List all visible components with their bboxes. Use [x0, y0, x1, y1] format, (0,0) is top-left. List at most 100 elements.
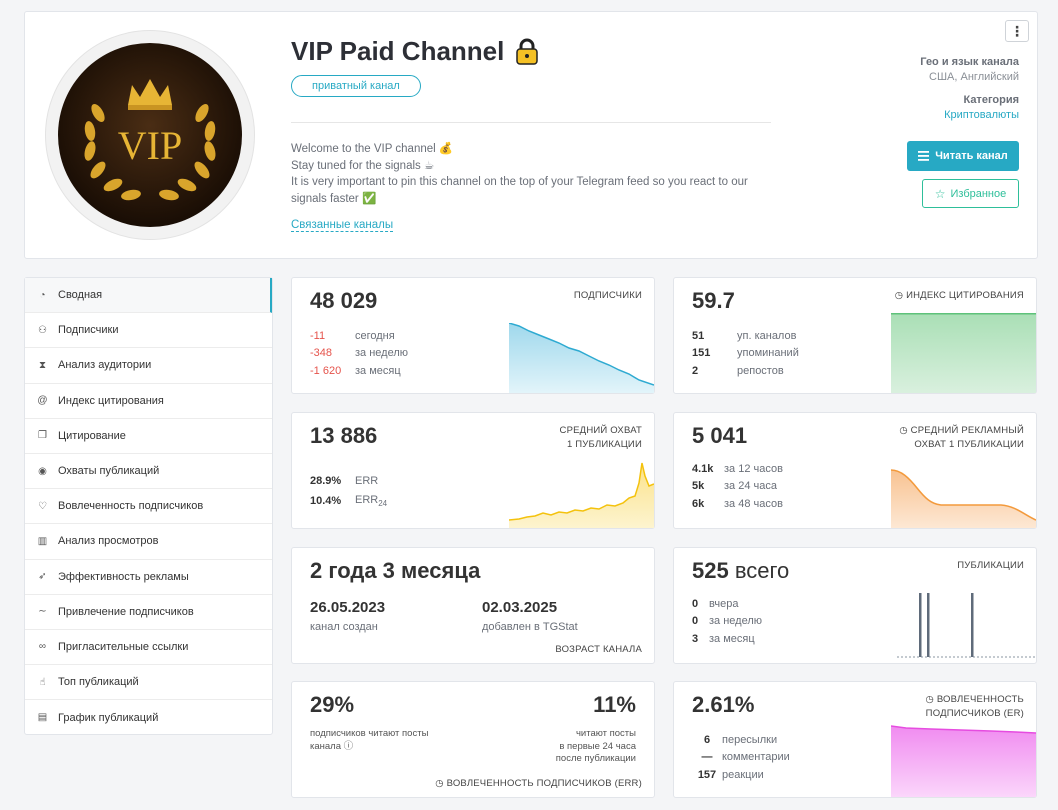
more-options-button[interactable]: ⋮	[1005, 20, 1029, 42]
stat-row: 157 реакции	[692, 766, 790, 784]
private-channel-badge: приватный канал	[291, 75, 421, 97]
er-engagement-card[interactable]: 2.61% ◷ ВОВЛЕЧЕННОСТЬ ПОДПИСЧИКОВ (ER) 6…	[673, 681, 1037, 798]
geo-label: Гео и язык канала	[920, 56, 1019, 68]
channel-title: VIP Paid Channel	[291, 36, 542, 67]
star-icon: ☆	[934, 186, 946, 201]
sidebar-item-citation-index[interactable]: @ Индекс цитирования	[25, 384, 272, 419]
sidebar-item-invite-links[interactable]: ∞ Пригласительные ссылки	[25, 630, 272, 666]
stat-value: 157	[697, 768, 717, 781]
category-label: Категория	[963, 94, 1019, 106]
info-icon[interactable]: ⓘ	[343, 740, 354, 752]
geo-language-block: Гео и язык канала США, Английский	[920, 56, 1019, 83]
citation-index-card[interactable]: 59.7 ◷ ИНДЕКС ЦИТИРОВАНИЯ 51 уп. каналов …	[673, 277, 1037, 394]
stat-row: -1 620 за месяц	[310, 362, 408, 380]
related-channels-link[interactable]: Связанные каналы	[291, 219, 394, 232]
stat-row: 151 упоминаний	[692, 345, 799, 363]
ad-reach-card[interactable]: 5 041 ◷ СРЕДНИЙ РЕКЛАМНЫЙ ОХВАТ 1 ПУБЛИК…	[673, 412, 1037, 529]
bar-chart-icon: ▥	[37, 535, 48, 547]
sidebar-item-citations[interactable]: ❐ Цитирование	[25, 419, 272, 454]
stat-value: —	[701, 751, 713, 764]
sidebar-item-top-posts[interactable]: ☝ Топ публикаций	[25, 665, 272, 701]
err-left-value: 29%	[310, 692, 355, 717]
sidebar-item-views[interactable]: ▥ Анализ просмотров	[25, 524, 272, 560]
channel-header: VIP VIP Paid Channel приватный канал Wel…	[24, 11, 1038, 259]
sidebar-item-label: Анализ аудитории	[58, 359, 152, 372]
citation-stats: 51 уп. каналов 151 упоминаний 2 репостов	[692, 327, 799, 380]
sidebar-item-subscribers[interactable]: ⚇ Подписчики	[25, 313, 272, 349]
average-reach-label: СРЕДНИЙ ОХВАТ 1 ПУБЛИКАЦИИ	[559, 425, 642, 450]
channel-title-text: VIP Paid Channel	[291, 36, 505, 66]
trend-icon: ∼	[38, 606, 47, 618]
channel-avatar: VIP	[45, 30, 255, 240]
posts-bars	[897, 593, 1036, 658]
sidebar-item-label: Индекс цитирования	[58, 394, 164, 407]
stat-label: за 24 часа	[724, 480, 777, 493]
category-link[interactable]: Криптовалюты	[944, 109, 1019, 121]
err-right-value: 11%	[593, 692, 636, 717]
hourglass-icon: ⧗	[38, 359, 47, 371]
stat-label: уп. каналов	[737, 329, 797, 342]
sidebar-item-engagement[interactable]: ♡ Вовлеченность подписчиков	[25, 489, 272, 525]
sidebar-item-label: Цитирование	[58, 429, 126, 442]
sidebar-item-audience[interactable]: ⧗ Анализ аудитории	[25, 348, 272, 384]
stat-label: за неделю	[355, 347, 409, 360]
posts-card[interactable]: 525 всего ПУБЛИКАЦИИ 0 вчера 0 за неделю 3…	[673, 547, 1037, 664]
geo-value: США, Английский	[929, 71, 1019, 83]
header-divider	[291, 122, 771, 123]
read-channel-button[interactable]: Читать канал	[907, 141, 1019, 171]
stat-row: 51 уп. каналов	[692, 327, 799, 345]
subscribers-count: 48 029	[310, 288, 378, 313]
stat-row: 4.1k за 12 часов	[692, 460, 783, 478]
sidebar-item-summary[interactable]: ◔ Сводная	[25, 278, 272, 314]
sidebar-item-label: Подписчики	[58, 324, 119, 337]
favorite-button[interactable]: ☆ Избранное	[922, 179, 1019, 208]
stat-row: 0 вчера	[692, 595, 762, 613]
subscribers-sparkline	[509, 323, 654, 393]
stat-value: -11	[310, 329, 326, 342]
created-label: канал создан	[310, 621, 378, 633]
stat-label: за 48 часов	[724, 497, 783, 510]
stat-label: за месяц	[709, 632, 755, 645]
sidebar-item-schedule[interactable]: ▤ График публикаций	[25, 700, 272, 735]
quote-icon: ❐	[38, 430, 47, 442]
description-line: Stay tuned for the signals ☕	[291, 159, 435, 172]
sidebar-item-label: Вовлеченность подписчиков	[58, 500, 204, 513]
stat-label: упоминаний	[737, 347, 799, 360]
er-sparkline	[891, 725, 1036, 797]
users-icon: ⚇	[38, 324, 47, 336]
vip-laurel-logo: VIP	[58, 43, 242, 227]
average-reach-card[interactable]: 13 886 СРЕДНИЙ ОХВАТ 1 ПУБЛИКАЦИИ 28.9% E…	[291, 412, 655, 529]
sidebar-item-ads[interactable]: ➶ Эффективность рекламы	[25, 560, 272, 595]
stat-label: за 12 часов	[724, 462, 783, 475]
reach-sparkline	[509, 462, 654, 528]
err-engagement-card[interactable]: 29% подписчиков читают посты канала ⓘ 11…	[291, 681, 655, 798]
posts-stats: 0 вчера 0 за неделю 3 за месяц	[692, 595, 762, 648]
stat-value: 6	[703, 733, 711, 746]
sidebar-item-label: График публикаций	[58, 711, 159, 724]
created-date: 26.05.2023	[310, 599, 386, 616]
thumbs-up-icon: ☝	[39, 676, 46, 688]
channel-age-value: 2 года 3 месяца	[310, 558, 481, 583]
ad-reach-value: 5 041	[692, 423, 748, 448]
stat-label: вчера	[709, 597, 739, 610]
channel-age-card[interactable]: 2 года 3 месяца 26.05.2023 канал создан …	[291, 547, 655, 664]
stat-row: 6 пересылки	[692, 731, 790, 749]
stat-row: -11 сегодня	[310, 327, 408, 345]
ad-reach-label: ◷ СРЕДНИЙ РЕКЛАМНЫЙ ОХВАТ 1 ПУБЛИКАЦИИ	[899, 425, 1024, 450]
sidebar-item-growth[interactable]: ∼ Привлечение подписчиков	[25, 595, 272, 630]
added-date: 02.03.2025	[482, 599, 558, 616]
sidebar-item-label: Привлечение подписчиков	[58, 605, 194, 618]
stat-value: 6k	[692, 497, 705, 510]
stat-label: репостов	[737, 364, 784, 377]
calendar-icon: ▤	[37, 712, 48, 724]
list-icon	[918, 151, 930, 161]
citation-index-label: ◷ ИНДЕКС ЦИТИРОВАНИЯ	[894, 290, 1024, 301]
read-channel-label: Читать канал	[935, 150, 1008, 162]
gauge-icon: ◔	[39, 289, 46, 301]
er-stats: 6 пересылки — комментарии 157 реакции	[692, 731, 790, 784]
citation-sparkline	[891, 313, 1036, 393]
stat-value: -348	[310, 347, 333, 360]
sidebar-item-reach[interactable]: ◉ Охваты публикаций	[25, 454, 272, 490]
subscribers-card[interactable]: 48 029 ПОДПИСЧИКИ -11 сегодня -348 за неде…	[291, 277, 655, 394]
stat-row: -348 за неделю	[310, 345, 408, 363]
